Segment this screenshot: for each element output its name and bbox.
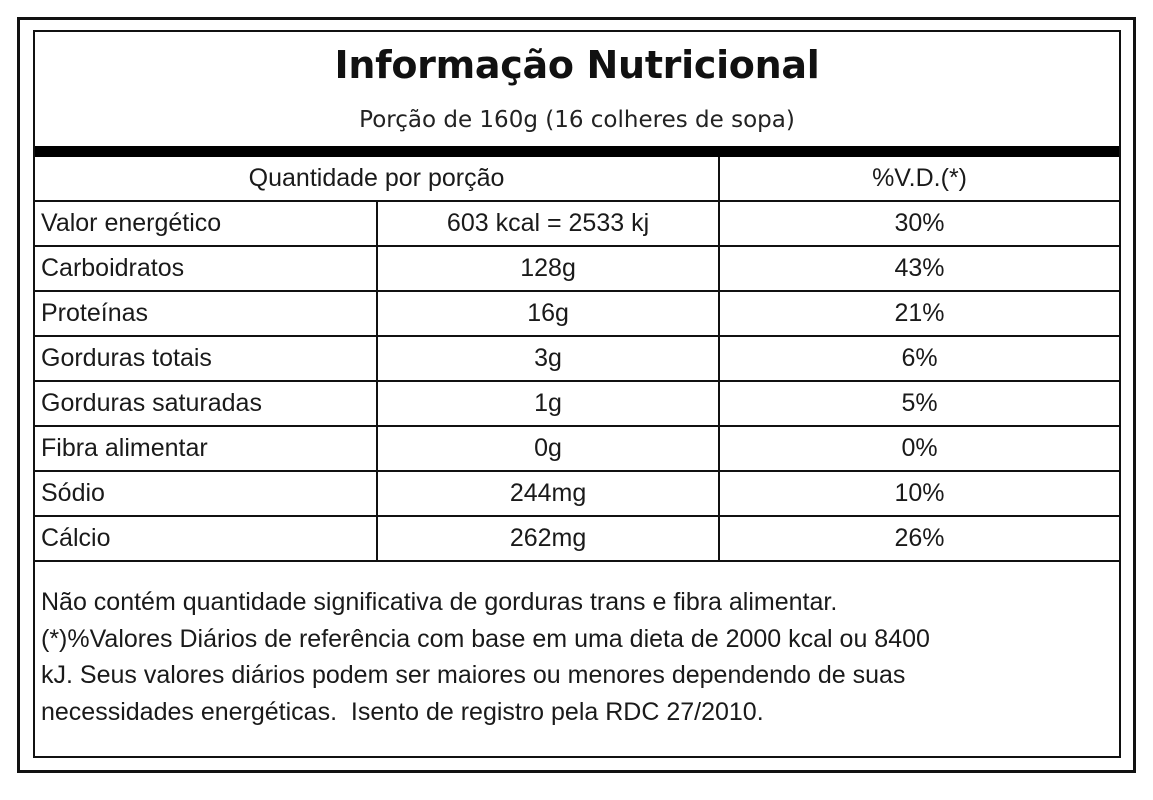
table-row: Sódio 244mg 10% — [35, 470, 1119, 517]
nutrient-daily-value: 5% — [718, 380, 1119, 427]
header-quantity: Quantidade por porção — [35, 157, 721, 202]
nutrient-amount: 244mg — [376, 470, 721, 517]
nutrient-daily-value: 0% — [718, 425, 1119, 472]
nutrient-name: Proteínas — [35, 290, 379, 337]
footnote: Não contém quantidade significativa de g… — [41, 584, 1111, 730]
nutrient-daily-value: 30% — [718, 200, 1119, 247]
nutrient-name: Fibra alimentar — [35, 425, 379, 472]
table-row: Gorduras saturadas 1g 5% — [35, 380, 1119, 427]
label-title: Informação Nutricional — [334, 43, 820, 87]
table-row: Proteínas 16g 21% — [35, 290, 1119, 337]
nutrient-amount: 1g — [376, 380, 721, 427]
nutrient-amount: 16g — [376, 290, 721, 337]
nutrient-daily-value: 43% — [718, 245, 1119, 292]
nutrient-amount: 603 kcal = 2533 kj — [376, 200, 721, 247]
nutrient-daily-value: 21% — [718, 290, 1119, 337]
table-header-row: Quantidade por porção %V.D.(*) — [35, 157, 1119, 202]
nutrient-amount: 128g — [376, 245, 721, 292]
table-row: Gorduras totais 3g 6% — [35, 335, 1119, 382]
footnote-line: Não contém quantidade significativa de g… — [41, 588, 838, 616]
header-daily-value: %V.D.(*) — [718, 157, 1119, 202]
table-row: Fibra alimentar 0g 0% — [35, 425, 1119, 472]
serving-size: Porção de 160g (16 colheres de sopa) — [359, 107, 795, 133]
nutrient-name: Gorduras saturadas — [35, 380, 379, 427]
nutrition-facts-label: Informação Nutricional Porção de 160g (1… — [33, 30, 1121, 758]
nutrient-name: Carboidratos — [35, 245, 379, 292]
table-row: Cálcio 262mg 26% — [35, 515, 1119, 562]
table-row: Carboidratos 128g 43% — [35, 245, 1119, 292]
thick-divider — [35, 146, 1119, 157]
footnote-line: kJ. Seus valores diários podem ser maior… — [41, 661, 906, 689]
nutrient-amount: 0g — [376, 425, 721, 472]
nutrient-amount: 3g — [376, 335, 721, 382]
nutrient-name: Valor energético — [35, 200, 379, 247]
nutrient-daily-value: 26% — [718, 515, 1119, 562]
nutrition-table: Quantidade por porção %V.D.(*) Valor ene… — [35, 157, 1119, 562]
nutrient-name: Gorduras totais — [35, 335, 379, 382]
nutrient-daily-value: 6% — [718, 335, 1119, 382]
nutrient-name: Cálcio — [35, 515, 379, 562]
nutrient-daily-value: 10% — [718, 470, 1119, 517]
table-row: Valor energético 603 kcal = 2533 kj 30% — [35, 200, 1119, 247]
footnote-line: (*)%Valores Diários de referência com ba… — [41, 624, 930, 653]
nutrient-name: Sódio — [35, 470, 379, 517]
footnote-line: necessidades energéticas. Isento de regi… — [41, 697, 764, 726]
nutrient-amount: 262mg — [376, 515, 721, 562]
